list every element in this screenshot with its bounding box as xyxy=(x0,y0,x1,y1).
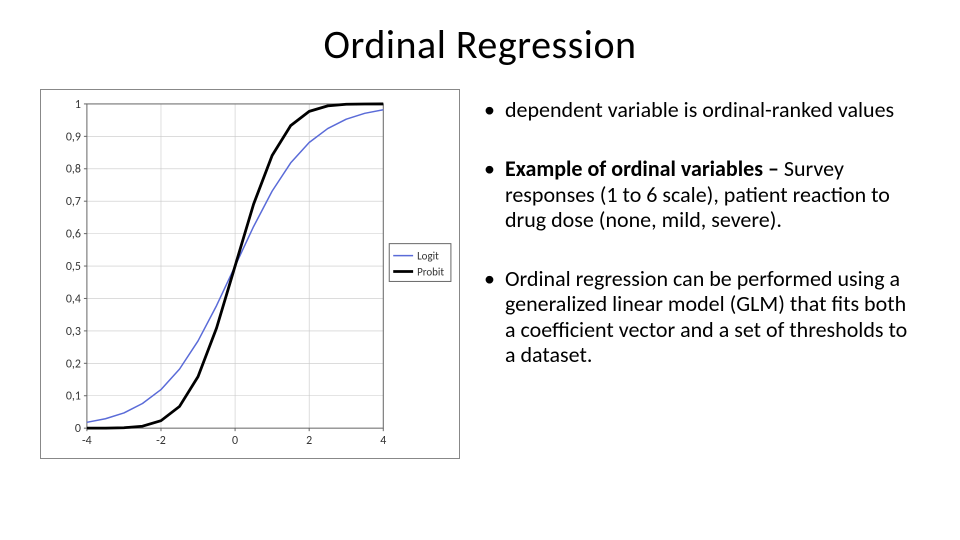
svg-text:Logit: Logit xyxy=(417,250,439,263)
chart-container: 0 0,1 0,2 0,3 0,4 0,5 0,6 0,7 0,8 0,9 1 -4 -2 0 2 4 Logi… xyxy=(40,89,460,459)
svg-text:0: 0 xyxy=(75,422,81,436)
svg-text:-2: -2 xyxy=(156,434,166,448)
svg-text:0,6: 0,6 xyxy=(66,228,81,242)
slide-body: 0 0,1 0,2 0,3 0,4 0,5 0,6 0,7 0,8 0,9 1 -4 -2 0 2 4 Logi… xyxy=(40,89,920,459)
bullet-2-text: Example of ordinal variables – Survey re… xyxy=(505,156,920,232)
bullet-dot-icon: • xyxy=(484,97,495,122)
bullet-2: • Example of ordinal variables – Survey … xyxy=(480,156,920,232)
svg-text:0: 0 xyxy=(232,434,238,448)
svg-text:0,8: 0,8 xyxy=(66,163,81,177)
bullet-2-bold: Example of ordinal variables – xyxy=(505,155,784,182)
bullet-3-text: Ordinal regression can be performed usin… xyxy=(505,266,920,367)
svg-text:4: 4 xyxy=(380,434,386,448)
bullet-1-text: dependent variable is ordinal-ranked val… xyxy=(505,97,920,122)
slide: Ordinal Regression 0 0,1 0,2 0,3 0,4 0,5 0,6 0,… xyxy=(0,0,960,540)
svg-text:Probit: Probit xyxy=(417,265,444,278)
bullet-1: • dependent variable is ordinal-ranked v… xyxy=(480,97,920,122)
svg-text:0,5: 0,5 xyxy=(66,260,81,274)
svg-text:0,1: 0,1 xyxy=(66,390,81,404)
svg-text:0,7: 0,7 xyxy=(66,195,81,209)
logit-probit-chart: 0 0,1 0,2 0,3 0,4 0,5 0,6 0,7 0,8 0,9 1 -4 -2 0 2 4 Logi… xyxy=(41,90,459,458)
slide-title: Ordinal Regression xyxy=(40,20,920,69)
svg-text:1: 1 xyxy=(75,98,81,112)
svg-text:0,3: 0,3 xyxy=(66,325,81,339)
svg-text:-4: -4 xyxy=(82,434,92,448)
bullet-dot-icon: • xyxy=(484,156,495,232)
bullet-list: • dependent variable is ordinal-ranked v… xyxy=(480,89,920,401)
svg-text:0,4: 0,4 xyxy=(66,292,81,306)
svg-text:0,2: 0,2 xyxy=(66,357,81,371)
bullet-dot-icon: • xyxy=(484,266,495,367)
svg-text:0,9: 0,9 xyxy=(66,130,81,144)
bullet-3: • Ordinal regression can be performed us… xyxy=(480,266,920,367)
svg-text:2: 2 xyxy=(306,434,312,448)
